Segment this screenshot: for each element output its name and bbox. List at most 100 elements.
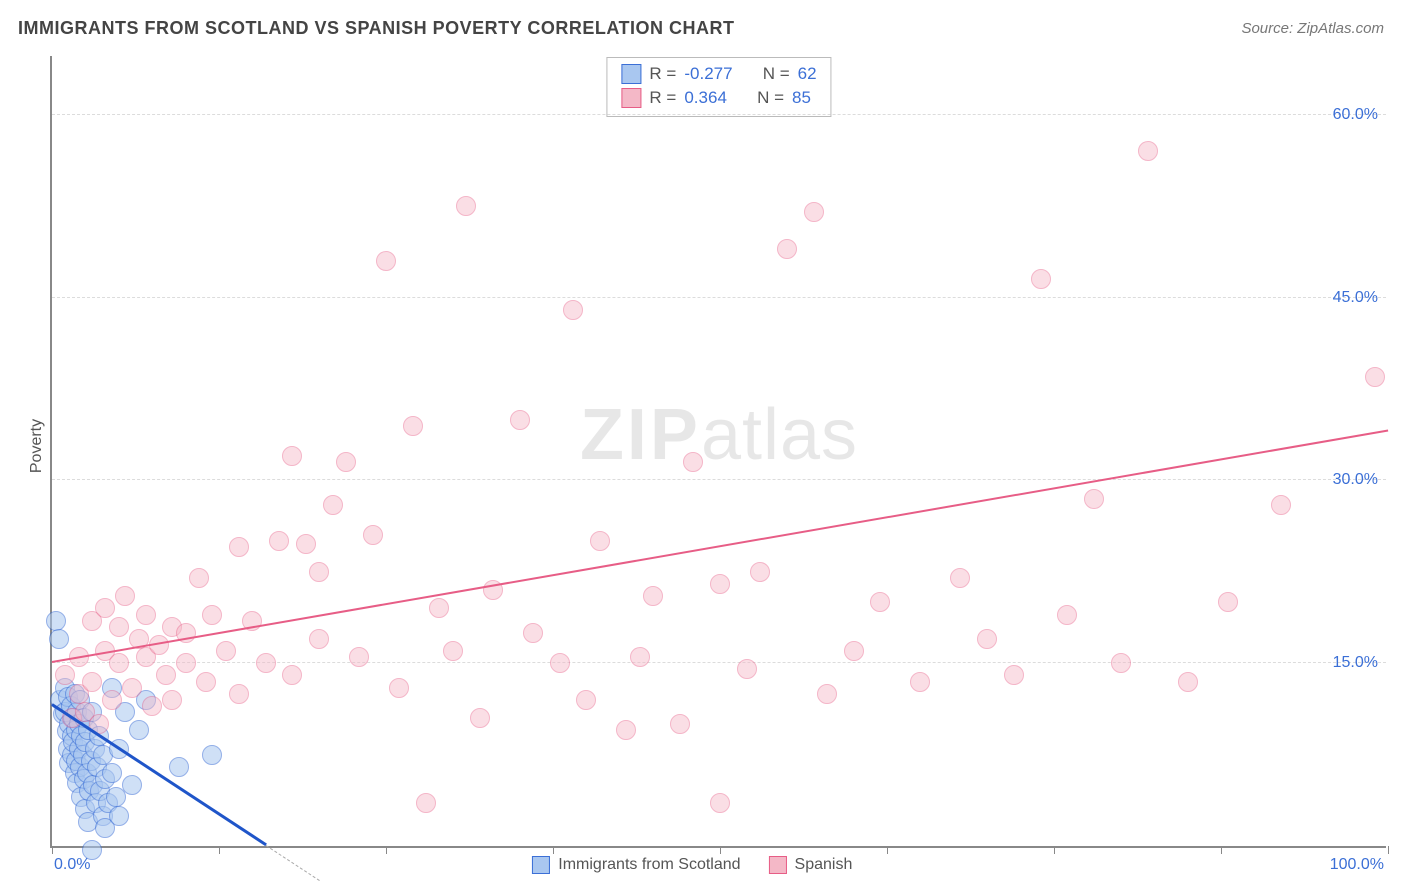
scatter-point-spanish: [1004, 665, 1024, 685]
scatter-point-spanish: [1111, 653, 1131, 673]
scatter-point-spanish: [162, 690, 182, 710]
scatter-point-spanish: [1365, 367, 1385, 387]
scatter-point-spanish: [750, 562, 770, 582]
scatter-point-spanish: [429, 598, 449, 618]
scatter-point-spanish: [804, 202, 824, 222]
scatter-point-scotland: [49, 629, 69, 649]
scatter-point-spanish: [95, 598, 115, 618]
scatter-point-spanish: [1084, 489, 1104, 509]
scatter-point-spanish: [710, 574, 730, 594]
scatter-point-spanish: [115, 586, 135, 606]
spanish-swatch-icon: [621, 88, 641, 108]
scatter-point-spanish: [550, 653, 570, 673]
scatter-point-spanish: [510, 410, 530, 430]
scatter-point-spanish: [710, 793, 730, 813]
legend-r-value: -0.277: [684, 62, 732, 86]
legend-label: Immigrants from Scotland: [558, 856, 740, 874]
x-tick-mark: [553, 846, 554, 854]
x-tick-mark: [1221, 846, 1222, 854]
scatter-point-spanish: [470, 708, 490, 728]
scatter-point-spanish: [950, 568, 970, 588]
scatter-point-spanish: [737, 659, 757, 679]
scatter-point-scotland: [169, 757, 189, 777]
scatter-point-scotland: [102, 763, 122, 783]
x-tick-mark: [1388, 846, 1389, 854]
watermark-text: ZIPatlas: [580, 394, 858, 476]
scatter-point-spanish: [176, 653, 196, 673]
scatter-point-scotland: [109, 806, 129, 826]
legend-item: Immigrants from Scotland: [532, 856, 740, 874]
scatter-point-spanish: [870, 592, 890, 612]
source-attribution: Source: ZipAtlas.com: [1241, 20, 1384, 37]
chart-title: IMMIGRANTS FROM SCOTLAND VS SPANISH POVE…: [18, 18, 735, 39]
scatter-point-scotland: [202, 745, 222, 765]
scatter-point-spanish: [416, 793, 436, 813]
scatter-point-spanish: [630, 647, 650, 667]
scatter-point-spanish: [82, 672, 102, 692]
scatter-point-spanish: [670, 714, 690, 734]
y-axis-label: Poverty: [28, 419, 46, 473]
scatter-point-spanish: [523, 623, 543, 643]
scatter-point-spanish: [323, 495, 343, 515]
scatter-point-spanish: [256, 653, 276, 673]
scatter-point-spanish: [216, 641, 236, 661]
gridline: [52, 114, 1386, 115]
gridline: [52, 662, 1386, 663]
scatter-point-spanish: [590, 531, 610, 551]
scatter-point-spanish: [1031, 269, 1051, 289]
x-tick-mark: [1054, 846, 1055, 854]
scatter-point-spanish: [282, 446, 302, 466]
legend-n-label: N =: [763, 62, 790, 86]
legend-n-value: 85: [792, 86, 811, 110]
scatter-plot-area: ZIPatlas R = -0.277 N = 62R = 0.364 N = …: [50, 56, 1386, 848]
scatter-point-spanish: [109, 617, 129, 637]
scatter-point-spanish: [1138, 141, 1158, 161]
scatter-point-spanish: [309, 629, 329, 649]
scatter-point-spanish: [229, 537, 249, 557]
scatter-point-spanish: [189, 568, 209, 588]
scatter-point-spanish: [817, 684, 837, 704]
trendline-spanish: [52, 430, 1388, 663]
x-tick-mark: [386, 846, 387, 854]
scatter-point-spanish: [309, 562, 329, 582]
scatter-point-spanish: [616, 720, 636, 740]
scatter-point-spanish: [349, 647, 369, 667]
y-tick-label: 15.0%: [1333, 654, 1378, 672]
scatter-point-spanish: [102, 690, 122, 710]
scatter-point-spanish: [1218, 592, 1238, 612]
scatter-point-spanish: [576, 690, 596, 710]
scotland-swatch-icon: [621, 64, 641, 84]
scatter-point-spanish: [1057, 605, 1077, 625]
scatter-point-spanish: [977, 629, 997, 649]
scatter-point-spanish: [196, 672, 216, 692]
scatter-point-spanish: [643, 586, 663, 606]
scatter-point-spanish: [156, 665, 176, 685]
y-tick-label: 45.0%: [1333, 289, 1378, 307]
scatter-point-spanish: [202, 605, 222, 625]
scatter-point-spanish: [1178, 672, 1198, 692]
scatter-point-spanish: [296, 534, 316, 554]
scatter-point-spanish: [403, 416, 423, 436]
scatter-point-spanish: [363, 525, 383, 545]
legend-stat-row-spanish: R = 0.364 N = 85: [621, 86, 816, 110]
scatter-point-spanish: [910, 672, 930, 692]
scatter-point-spanish: [269, 531, 289, 551]
scatter-point-spanish: [376, 251, 396, 271]
legend-r-label: R =: [649, 62, 676, 86]
scatter-point-scotland: [129, 720, 149, 740]
scatter-point-spanish: [109, 653, 129, 673]
scatter-point-scotland: [82, 840, 102, 860]
legend-stat-row-scotland: R = -0.277 N = 62: [621, 62, 816, 86]
gridline: [52, 479, 1386, 480]
scatter-point-spanish: [443, 641, 463, 661]
y-tick-label: 60.0%: [1333, 106, 1378, 124]
x-tick-label-max: 100.0%: [1330, 856, 1384, 874]
x-tick-mark: [219, 846, 220, 854]
scatter-point-spanish: [136, 605, 156, 625]
legend-r-value: 0.364: [684, 86, 727, 110]
legend-swatch-icon: [532, 856, 550, 874]
correlation-legend: R = -0.277 N = 62R = 0.364 N = 85: [606, 57, 831, 117]
series-legend: Immigrants from ScotlandSpanish: [532, 856, 852, 874]
scatter-point-spanish: [389, 678, 409, 698]
scatter-point-scotland: [122, 775, 142, 795]
